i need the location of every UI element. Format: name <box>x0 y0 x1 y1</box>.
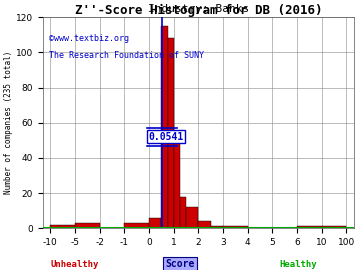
Text: Healthy: Healthy <box>279 260 317 269</box>
Bar <box>180 197 186 228</box>
Text: Unhealthy: Unhealthy <box>50 260 99 269</box>
Bar <box>186 207 198 228</box>
Bar <box>198 221 211 228</box>
Bar <box>223 227 248 228</box>
Bar <box>75 223 100 228</box>
Bar <box>149 218 161 228</box>
Text: The Research Foundation of SUNY: The Research Foundation of SUNY <box>49 51 204 60</box>
Text: Industry: Banks: Industry: Banks <box>148 4 249 14</box>
Bar <box>322 227 346 228</box>
Text: ©www.textbiz.org: ©www.textbiz.org <box>49 34 129 43</box>
Bar <box>174 131 180 228</box>
Title: Z''-Score Histogram for DB (2016): Z''-Score Histogram for DB (2016) <box>75 4 322 17</box>
Text: 0.0541: 0.0541 <box>148 132 184 142</box>
Bar <box>167 38 174 228</box>
Bar <box>297 227 322 228</box>
Text: Score: Score <box>165 259 195 269</box>
Bar <box>124 223 149 228</box>
Bar <box>161 26 167 228</box>
Bar <box>50 225 75 228</box>
Bar <box>211 227 223 228</box>
Y-axis label: Number of companies (235 total): Number of companies (235 total) <box>4 51 13 194</box>
